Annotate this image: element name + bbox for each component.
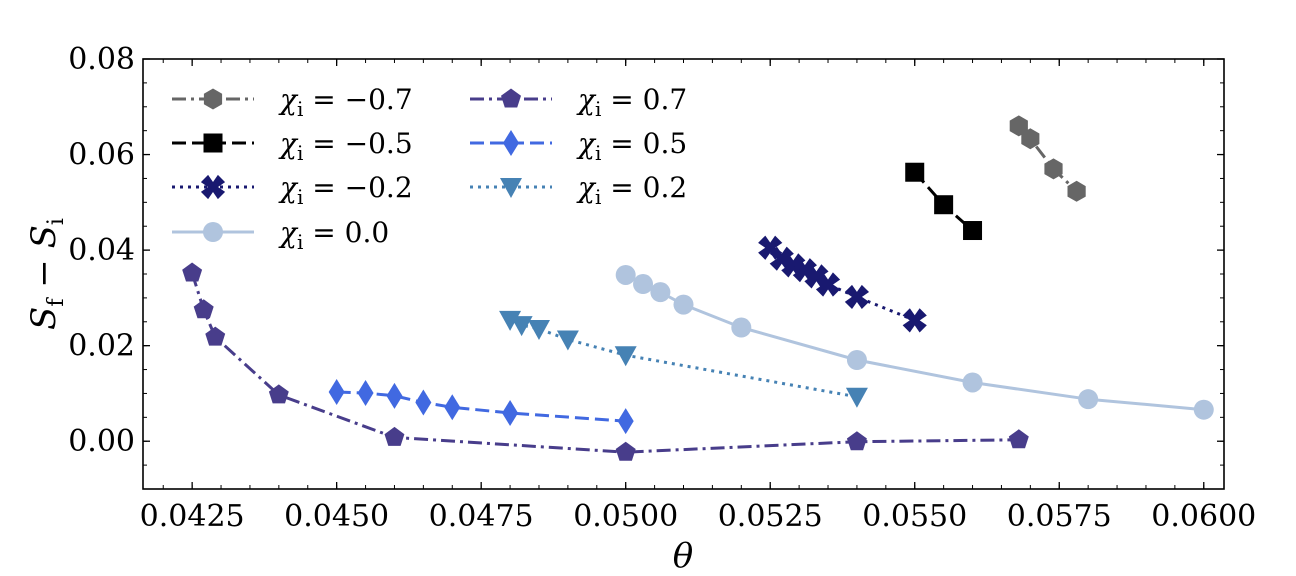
data-point-p00 [846,350,867,370]
legend-label: χi = 0.0 [278,216,389,254]
y-tick-label: 0.02 [68,329,135,364]
data-point-p07 [182,262,203,282]
series-m05 [905,162,983,241]
x-tick-label: 0.0575 [1007,499,1112,534]
data-point-m07 [1067,180,1086,202]
y-axis-label: Sf − Si [24,218,69,330]
legend-item-m07: χi = −0.7 [172,83,413,121]
data-point-p07 [846,431,867,451]
data-point-p00 [962,372,983,393]
data-point-p05 [502,400,519,427]
legend-label: χi = 0.5 [576,127,687,165]
series-line-p07 [190,272,1019,454]
data-point-m02 [815,272,841,297]
series-m07 [1009,115,1086,202]
series-line-p05 [336,390,626,423]
legend-item-p07: χi = 0.7 [470,83,687,121]
data-point-p00 [615,264,636,285]
data-point-p07 [193,299,214,319]
data-point-p07 [615,441,636,461]
x-tick-label: 0.0600 [1151,499,1256,534]
data-point-p05 [444,394,461,421]
data-point-p00 [633,274,654,295]
legend-marker [203,88,223,110]
series-p05 [328,379,634,435]
data-point-p02 [845,387,868,408]
data-point-m02 [902,308,927,333]
data-point-m07 [1009,115,1028,137]
data-point-p07 [205,326,226,346]
y-tick-label: 0.08 [68,42,135,77]
legend-label: χi = −0.2 [278,171,413,209]
data-point-p00 [650,282,671,303]
data-point-m02 [792,258,817,283]
data-point-m07 [1021,128,1040,150]
legend-label: χi = −0.7 [278,83,413,121]
legend-marker [501,88,521,108]
series-m02 [758,235,927,333]
data-point-m07 [1044,158,1063,180]
x-tick-label: 0.0525 [718,499,823,534]
data-point-m05 [905,162,925,182]
legend-marker [203,133,223,153]
data-point-m05 [963,221,983,241]
legend-marker [203,222,223,242]
data-point-p02 [556,330,579,351]
x-tick-label: 0.0500 [573,499,678,534]
data-point-m02 [844,284,870,310]
data-point-p05 [328,379,345,406]
data-point-p02 [510,316,533,337]
series-p00 [615,264,1214,420]
legend: χi = −0.7 χi = −0.5 χi = −0.2 χi = 0.0 χi = … [172,83,687,254]
series-p02 [499,310,868,408]
legend-marker [200,174,226,200]
y-tick-label: 0.04 [68,233,135,268]
x-tick-label: 0.0450 [284,499,389,534]
y-tick-label: 0.00 [68,424,135,459]
legend-item-m05: χi = −0.5 [172,127,413,165]
data-point-p07 [1008,429,1029,449]
x-tick-label: 0.0475 [429,499,534,534]
plot-frame [142,58,1225,490]
x-tick-label: 0.0425 [140,499,245,534]
legend-label: χi = 0.2 [576,171,687,209]
series-p07 [182,262,1029,461]
data-point-p05 [415,389,432,416]
data-point-p02 [499,310,522,331]
data-point-p00 [1078,389,1099,410]
legend-item-p05: χi = 0.5 [470,127,687,165]
series-layer [182,115,1214,461]
data-point-p05 [617,408,634,435]
data-point-m05 [934,195,954,215]
legend-label: χi = 0.7 [576,83,687,121]
x-tick-label: 0.0550 [862,499,967,534]
data-point-p02 [614,346,637,367]
ticks-layer: 0.0425 0.0450 0.0475 0.0500 0.0525 0.0550 0.05… [68,42,1256,534]
legend-label: χi = −0.5 [278,127,413,165]
data-point-p02 [527,319,550,340]
y-tick-label: 0.06 [68,138,135,173]
legend-item-p02: χi = 0.2 [470,171,687,209]
legend-marker [503,130,519,156]
data-point-p07 [384,426,405,446]
data-point-p05 [386,382,403,409]
legend-marker [500,178,522,198]
x-axis-label: θ [673,536,693,576]
legend-item-p00: χi = 0.0 [172,216,389,254]
data-point-p07 [268,384,289,404]
data-point-p00 [731,317,752,338]
series-line-p00 [625,273,1204,412]
data-point-p05 [357,379,374,406]
legend-item-m02: χi = −0.2 [172,171,413,209]
data-point-p00 [673,294,694,315]
data-point-p00 [1193,399,1214,420]
